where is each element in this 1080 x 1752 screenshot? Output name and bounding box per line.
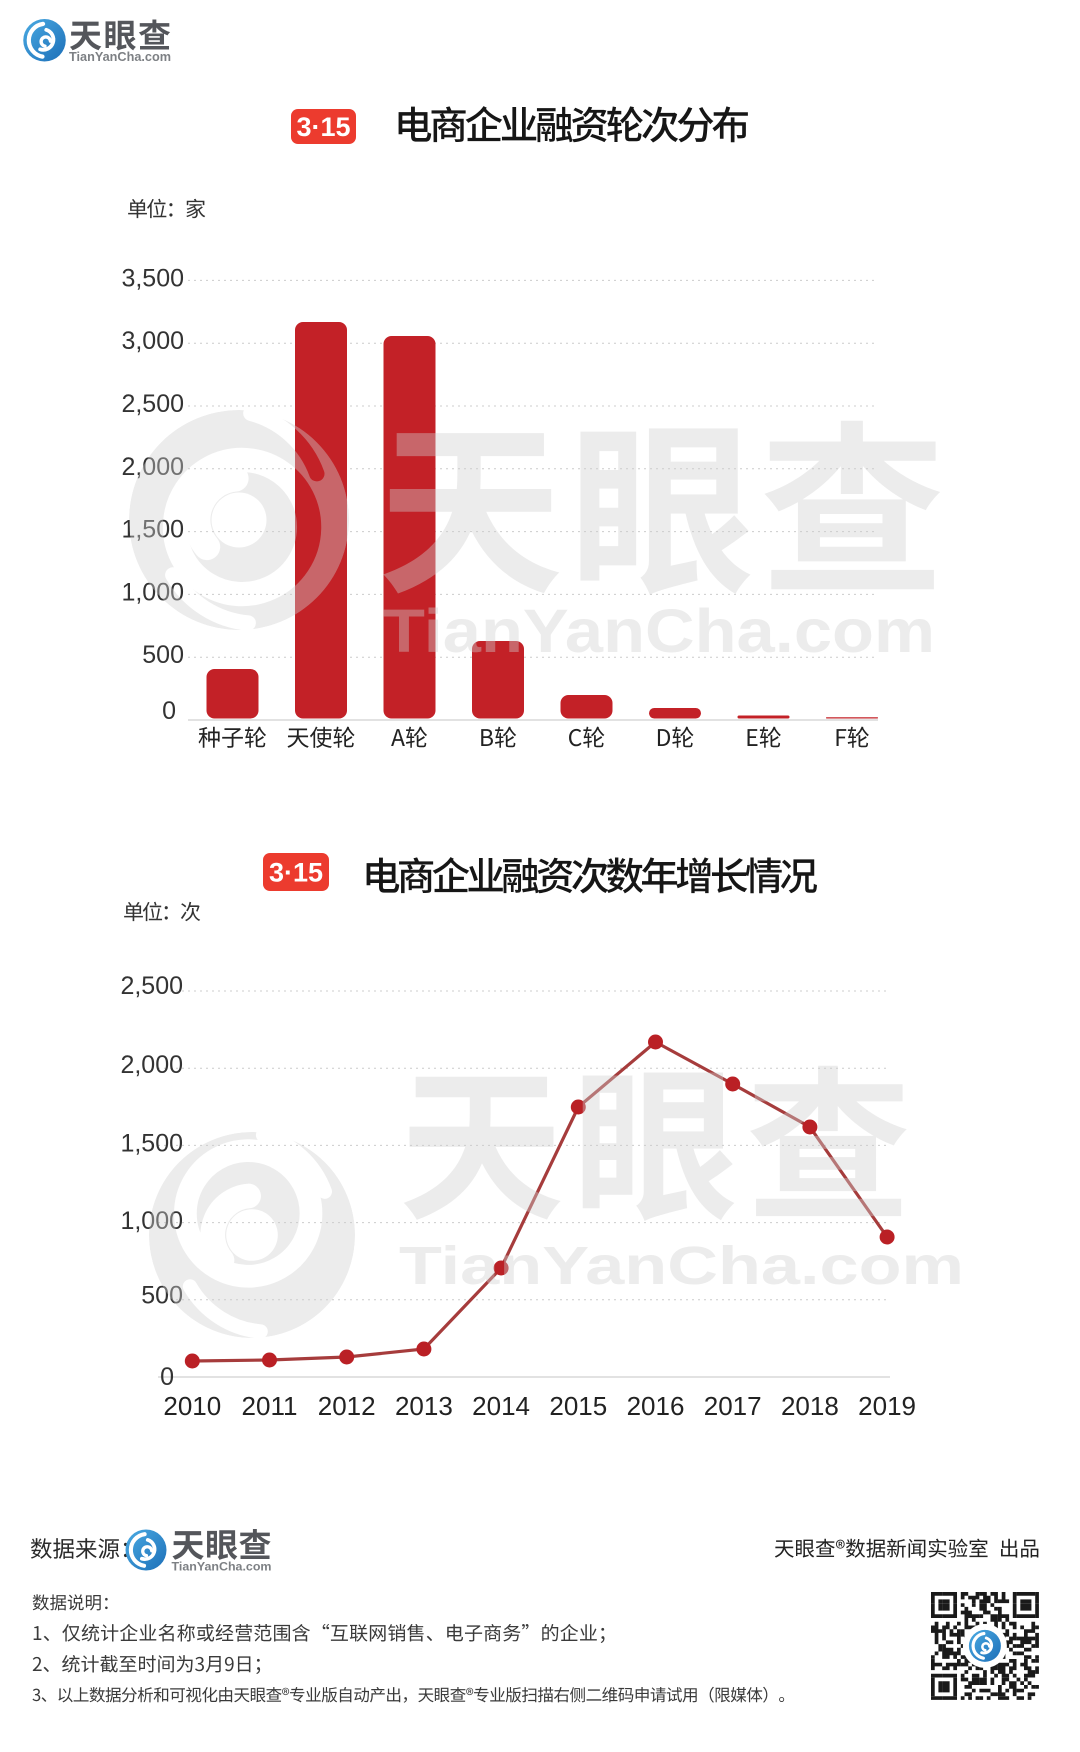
svg-text:2,500: 2,500	[121, 390, 184, 418]
svg-text:2016: 2016	[627, 1391, 685, 1421]
svg-text:3,500: 3,500	[121, 264, 184, 292]
svg-text:2013: 2013	[395, 1391, 453, 1421]
svg-text:2010: 2010	[163, 1391, 221, 1421]
svg-text:2,000: 2,000	[121, 453, 184, 481]
svg-text:0: 0	[160, 1363, 174, 1391]
svg-text:1,500: 1,500	[121, 516, 184, 544]
svg-text:2011: 2011	[242, 1391, 298, 1421]
svg-text:3,000: 3,000	[121, 327, 184, 355]
svg-text:1,000: 1,000	[120, 1207, 183, 1235]
svg-text:2,500: 2,500	[120, 972, 183, 1000]
svg-text:2015: 2015	[549, 1391, 607, 1421]
svg-text:TianYanCha.com: TianYanCha.com	[383, 597, 935, 665]
svg-text:2,000: 2,000	[120, 1051, 183, 1079]
svg-text:2014: 2014	[472, 1391, 530, 1421]
svg-text:2019: 2019	[858, 1391, 916, 1421]
svg-text:3·15: 3·15	[269, 858, 323, 888]
svg-text:500: 500	[141, 1282, 183, 1310]
svg-text:500: 500	[142, 641, 184, 669]
svg-text:TianYanCha.com: TianYanCha.com	[172, 1560, 272, 1574]
svg-text:2018: 2018	[781, 1391, 839, 1421]
svg-text:1,000: 1,000	[121, 578, 184, 606]
svg-text:TianYanCha.com: TianYanCha.com	[69, 50, 171, 64]
svg-text:3·15: 3·15	[296, 112, 350, 142]
svg-text:2017: 2017	[704, 1391, 762, 1421]
svg-text:2012: 2012	[318, 1391, 376, 1421]
svg-text:TianYanCha.com: TianYanCha.com	[399, 1236, 964, 1296]
svg-text:1,500: 1,500	[120, 1130, 183, 1158]
svg-text:0: 0	[162, 697, 176, 725]
